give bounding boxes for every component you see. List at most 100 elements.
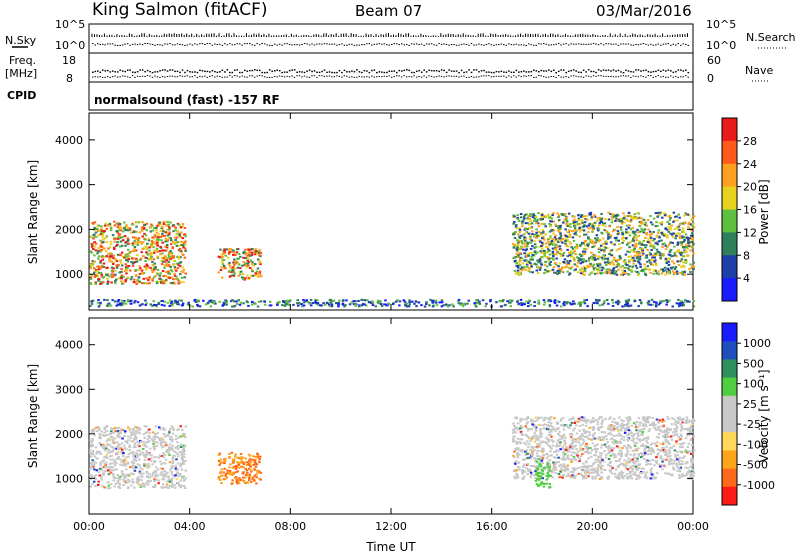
- scatter-cell: [568, 233, 572, 236]
- scatter-cell: [525, 263, 529, 266]
- freq-mark: [493, 71, 495, 74]
- scatter-cell: [619, 273, 623, 276]
- scatter-cell: [605, 240, 608, 243]
- scatter-cell: [144, 238, 147, 241]
- scatter-cell: [107, 449, 111, 452]
- freq-mark: [547, 69, 550, 71]
- scatter-cell: [229, 267, 232, 270]
- scatter-cell: [661, 216, 664, 219]
- scatter-cell: [153, 475, 157, 478]
- freq-mark: [622, 71, 625, 74]
- scatter-cell: [626, 242, 630, 245]
- scatter-cell: [527, 260, 531, 263]
- scatter-cell: [636, 256, 639, 259]
- search-mark: [253, 44, 256, 46]
- scatter-cell: [149, 459, 153, 462]
- freq-mark: [346, 71, 348, 73]
- nave-mark: [256, 75, 258, 77]
- scatter-cell: [681, 421, 684, 424]
- scatter-cell: [179, 273, 182, 276]
- freq-mark: [565, 71, 568, 74]
- scatter-cell: [263, 303, 267, 306]
- scatter-cell: [580, 214, 584, 217]
- search-mark: [273, 43, 276, 45]
- scatter-cell: [140, 228, 143, 230]
- scatter-cell: [94, 231, 98, 234]
- scatter-cell: [442, 304, 445, 307]
- date-title: 03/Mar/2016: [596, 2, 692, 20]
- nave-mark: [196, 76, 199, 78]
- scatter-cell: [240, 460, 243, 463]
- scatter-cell: [227, 263, 231, 266]
- scatter-cell: [548, 257, 551, 260]
- search-mark: [430, 43, 433, 45]
- scatter-cell: [245, 464, 249, 466]
- scatter-cell: [653, 237, 656, 240]
- scatter-cell: [517, 243, 520, 246]
- scatter-cell: [526, 262, 529, 265]
- scatter-cell: [149, 254, 153, 257]
- scatter-cell: [120, 302, 123, 305]
- search-mark: [398, 44, 400, 46]
- scatter-cell: [182, 462, 185, 465]
- scatter-cell: [510, 299, 514, 302]
- scatter-cell: [530, 222, 534, 225]
- search-mark: [642, 43, 645, 45]
- scatter-cell: [170, 252, 174, 255]
- scatter-cell: [669, 217, 672, 219]
- scatter-cell: [257, 272, 261, 275]
- scatter-cell: [517, 220, 521, 223]
- scatter-cell: [630, 217, 633, 220]
- scatter-cell: [126, 473, 129, 476]
- scatter-cell: [608, 272, 612, 275]
- scatter-cell: [154, 466, 158, 469]
- scatter-cell: [154, 425, 158, 428]
- scatter-cell: [531, 271, 534, 274]
- scatter-cell: [579, 230, 582, 233]
- search-mark: [575, 43, 577, 45]
- scatter-cell: [256, 267, 260, 270]
- scatter-cell: [653, 247, 656, 250]
- freq-mark: [642, 69, 645, 72]
- search-mark: [388, 44, 391, 46]
- scatter-cell: [120, 452, 124, 455]
- scatter-cell: [560, 240, 563, 243]
- scatter-cell: [164, 260, 167, 263]
- scatter-cell: [512, 222, 515, 225]
- scatter-cell: [286, 299, 289, 302]
- scatter-cell: [244, 457, 247, 460]
- scatter-cell: [91, 437, 94, 440]
- nave-label: Nave: [745, 64, 773, 77]
- scatter-cell: [246, 301, 249, 304]
- freq-mark: [413, 71, 416, 74]
- scatter-cell: [125, 440, 129, 443]
- scatter-cell: [163, 445, 166, 448]
- scatter-cell: [161, 478, 164, 481]
- scatter-cell: [582, 301, 586, 304]
- scatter-cell: [155, 280, 159, 283]
- scatter-cell: [241, 461, 245, 464]
- scatter-cell: [121, 450, 125, 453]
- scatter-cell: [556, 225, 559, 227]
- scatter-cell: [165, 279, 168, 282]
- nave-mark: [530, 75, 532, 77]
- scatter-cell: [102, 262, 106, 265]
- scatter-cell: [521, 246, 524, 249]
- scatter-cell: [117, 223, 120, 226]
- scatter-cell: [607, 218, 611, 221]
- scatter-cell: [613, 228, 617, 231]
- scatter-cell: [176, 230, 179, 233]
- scatter-cell: [462, 303, 466, 306]
- scatter-cell: [103, 428, 107, 431]
- scatter-cell: [123, 447, 127, 450]
- nave-mark: [445, 75, 448, 77]
- scatter-cell: [640, 217, 643, 220]
- freq-mark: [582, 69, 585, 71]
- nave-mark: [463, 75, 465, 77]
- scatter-cell: [627, 267, 630, 270]
- scatter-cell: [625, 464, 628, 467]
- scatter-cell: [600, 256, 604, 259]
- scatter-cell: [591, 265, 595, 268]
- scatter-cell: [116, 241, 119, 244]
- scatter-cell: [124, 263, 127, 266]
